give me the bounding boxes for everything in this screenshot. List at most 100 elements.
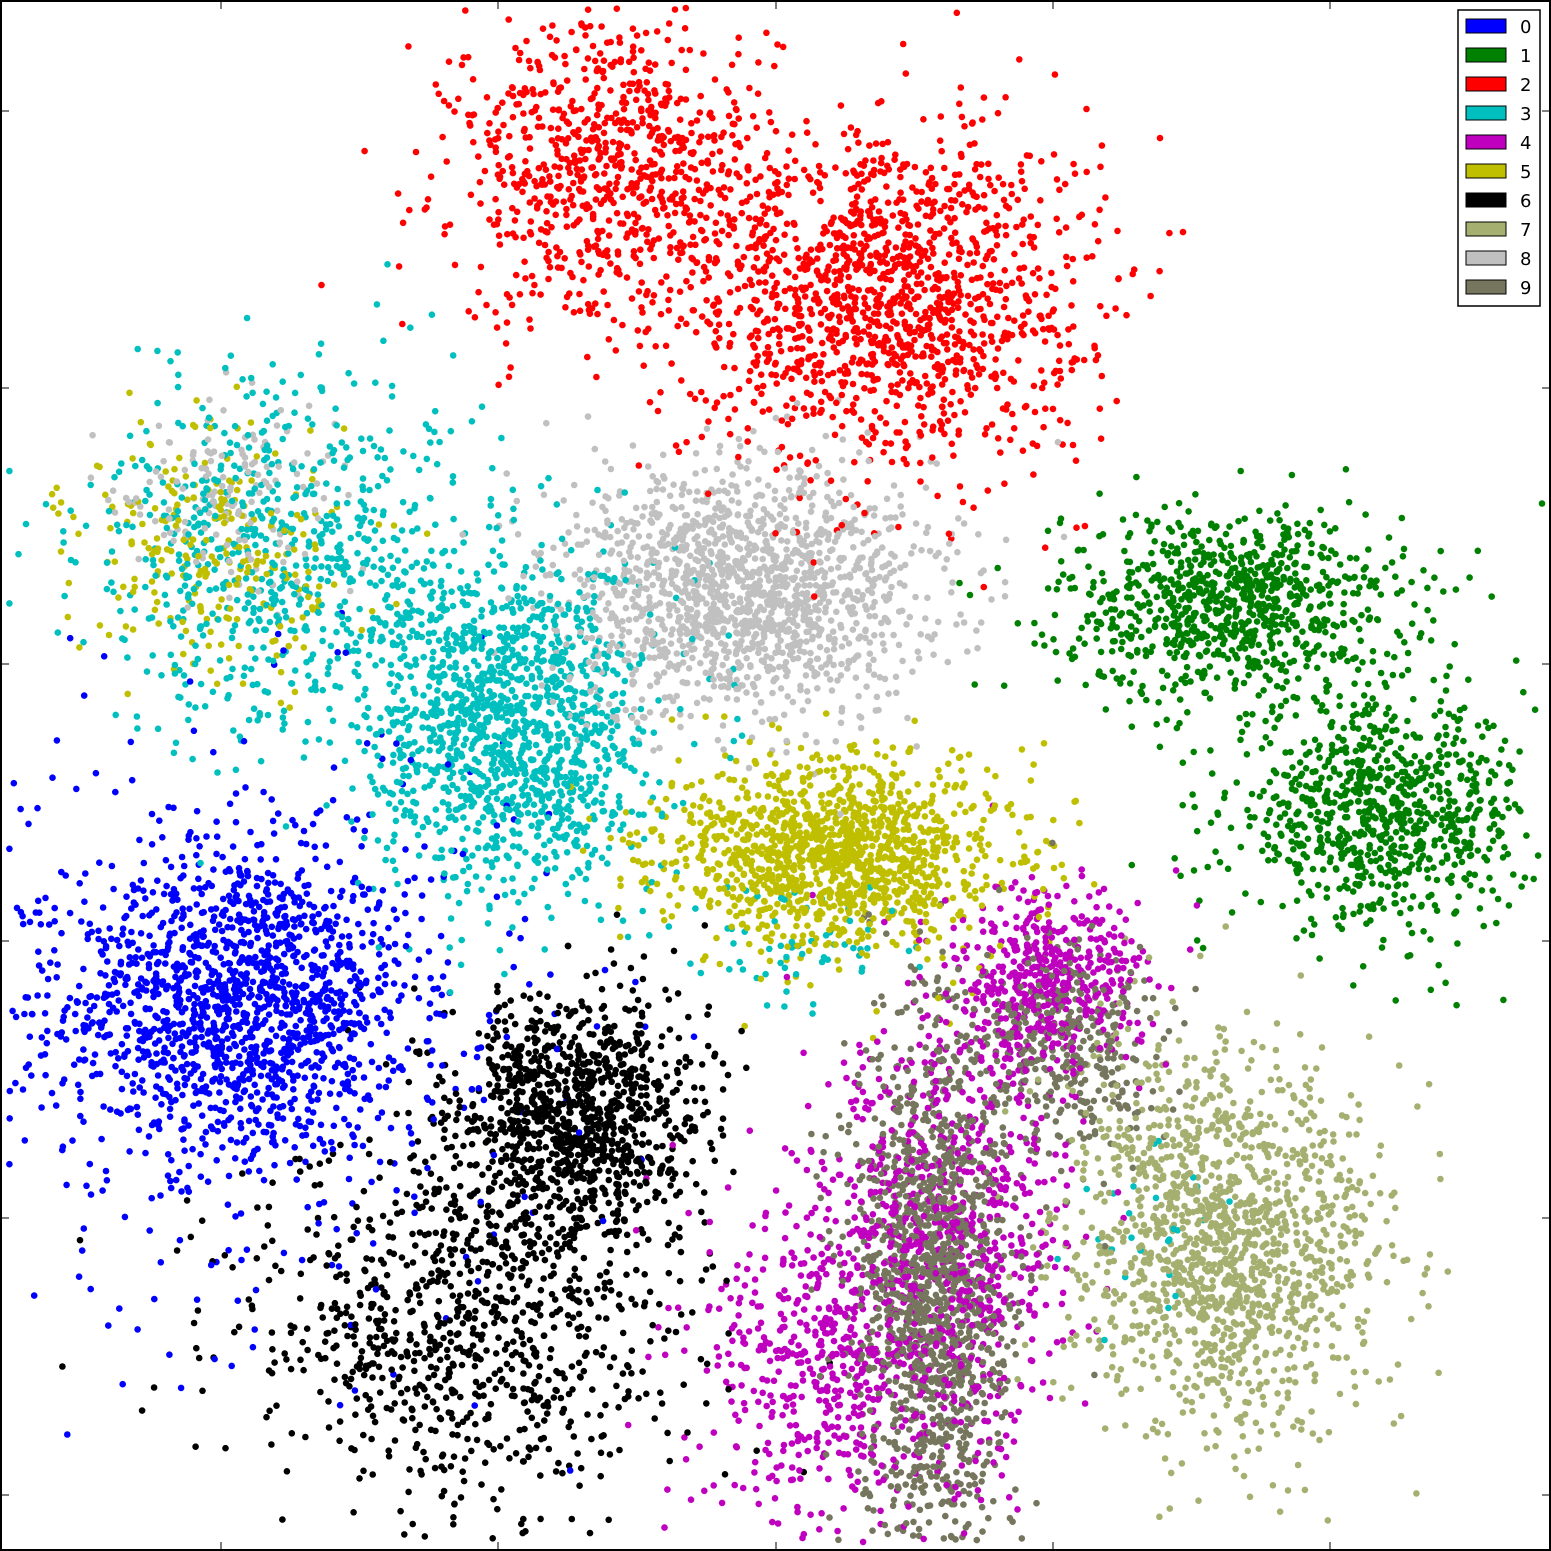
scatter-point-class-4 xyxy=(1062,936,1070,944)
scatter-point-class-1 xyxy=(1423,866,1431,873)
scatter-point-class-6 xyxy=(613,911,621,918)
scatter-point-class-8 xyxy=(827,617,835,624)
scatter-point-class-1 xyxy=(1443,761,1451,769)
scatter-point-class-0 xyxy=(53,737,61,744)
scatter-point-class-5 xyxy=(299,614,307,621)
scatter-point-class-0 xyxy=(186,1039,194,1046)
scatter-point-class-1 xyxy=(1350,701,1358,709)
scatter-point-class-0 xyxy=(325,1041,333,1048)
scatter-point-class-2 xyxy=(1156,267,1163,275)
scatter-point-class-5 xyxy=(745,907,752,915)
scatter-point-class-3 xyxy=(595,902,602,909)
scatter-point-class-7 xyxy=(1171,1212,1179,1219)
scatter-point-class-8 xyxy=(645,618,653,625)
scatter-point-class-2 xyxy=(943,331,951,338)
scatter-point-class-5 xyxy=(874,856,882,863)
scatter-point-class-7 xyxy=(1260,1401,1268,1408)
scatter-point-class-2 xyxy=(807,477,814,484)
scatter-point-class-6 xyxy=(517,1351,525,1359)
scatter-point-class-3 xyxy=(496,946,504,954)
scatter-point-class-2 xyxy=(869,434,877,442)
scatter-point-class-6 xyxy=(453,1116,460,1124)
scatter-point-class-0 xyxy=(298,867,306,874)
scatter-point-class-1 xyxy=(1166,649,1173,657)
scatter-point-class-9 xyxy=(880,1435,887,1442)
scatter-point-class-0 xyxy=(226,800,234,808)
scatter-point-class-3 xyxy=(499,561,506,568)
scatter-point-class-0 xyxy=(367,1040,375,1048)
scatter-point-class-4 xyxy=(989,1070,996,1077)
scatter-point-class-0 xyxy=(328,934,335,942)
scatter-point-class-9 xyxy=(894,1428,901,1436)
scatter-point-class-2 xyxy=(791,157,799,165)
scatter-point-class-3 xyxy=(418,745,425,752)
scatter-point-class-6 xyxy=(482,1286,490,1294)
scatter-point-class-1 xyxy=(1380,905,1387,912)
scatter-point-class-0 xyxy=(227,1136,235,1144)
scatter-point-class-7 xyxy=(1388,1242,1396,1249)
scatter-point-class-0 xyxy=(232,1213,239,1220)
scatter-point-class-7 xyxy=(1317,1306,1324,1314)
scatter-point-class-0 xyxy=(66,909,74,917)
scatter-point-class-1 xyxy=(1194,668,1202,676)
scatter-point-class-6 xyxy=(453,1331,461,1339)
scatter-point-class-3 xyxy=(353,724,361,731)
scatter-point-class-8 xyxy=(899,657,906,665)
scatter-point-class-2 xyxy=(945,530,953,538)
scatter-point-class-3 xyxy=(240,672,248,680)
scatter-point-class-3 xyxy=(377,446,385,453)
scatter-point-class-3 xyxy=(338,439,346,446)
scatter-point-class-9 xyxy=(940,1535,948,1542)
scatter-point-class-8 xyxy=(912,593,919,601)
scatter-point-class-8 xyxy=(625,650,632,657)
scatter-point-class-0 xyxy=(265,879,272,887)
scatter-point-class-4 xyxy=(794,1430,802,1438)
scatter-point-class-6 xyxy=(585,1325,592,1333)
scatter-point-class-1 xyxy=(1177,559,1185,566)
scatter-point-class-2 xyxy=(499,167,507,175)
scatter-point-class-4 xyxy=(803,1321,810,1329)
scatter-point-class-2 xyxy=(984,295,991,303)
scatter-point-class-5 xyxy=(764,793,772,800)
scatter-point-class-2 xyxy=(486,216,493,223)
scatter-point-class-5 xyxy=(780,904,788,911)
scatter-point-class-0 xyxy=(333,1104,340,1112)
scatter-point-class-8 xyxy=(813,473,820,480)
scatter-point-class-1 xyxy=(1321,763,1329,770)
scatter-point-class-9 xyxy=(1085,1133,1093,1140)
scatter-point-class-3 xyxy=(530,801,538,808)
scatter-point-class-0 xyxy=(86,1007,94,1014)
scatter-point-class-2 xyxy=(399,320,406,328)
scatter-point-class-5 xyxy=(139,520,146,528)
scatter-point-class-0 xyxy=(25,820,32,828)
scatter-point-class-2 xyxy=(506,152,513,160)
scatter-point-class-8 xyxy=(625,628,633,636)
scatter-point-class-2 xyxy=(526,133,533,141)
scatter-point-class-1 xyxy=(1212,848,1219,855)
scatter-point-class-7 xyxy=(1419,1289,1426,1297)
scatter-point-class-4 xyxy=(919,1092,927,1099)
scatter-point-class-3 xyxy=(134,345,141,353)
scatter-point-class-9 xyxy=(981,1399,988,1407)
scatter-point-class-6 xyxy=(413,1341,420,1348)
scatter-point-class-3 xyxy=(208,536,215,543)
scatter-point-class-7 xyxy=(1154,1076,1162,1084)
scatter-point-class-0 xyxy=(238,1256,245,1264)
scatter-point-class-6 xyxy=(527,1155,535,1163)
scatter-point-class-6 xyxy=(440,1487,448,1495)
scatter-point-class-6 xyxy=(641,1271,648,1278)
scatter-point-class-7 xyxy=(1115,1040,1122,1048)
scatter-point-class-4 xyxy=(754,1325,762,1332)
scatter-point-class-3 xyxy=(150,561,157,569)
scatter-point-class-7 xyxy=(1176,1391,1183,1398)
scatter-point-class-3 xyxy=(361,747,368,755)
scatter-point-class-5 xyxy=(735,811,743,818)
scatter-point-class-3 xyxy=(425,683,433,690)
scatter-point-class-2 xyxy=(1068,302,1075,309)
scatter-point-class-6 xyxy=(378,1284,385,1291)
scatter-point-class-6 xyxy=(743,1064,750,1072)
scatter-point-class-2 xyxy=(560,198,567,205)
scatter-point-class-3 xyxy=(404,790,411,798)
scatter-point-class-1 xyxy=(1369,695,1376,702)
scatter-point-class-9 xyxy=(961,1152,969,1160)
